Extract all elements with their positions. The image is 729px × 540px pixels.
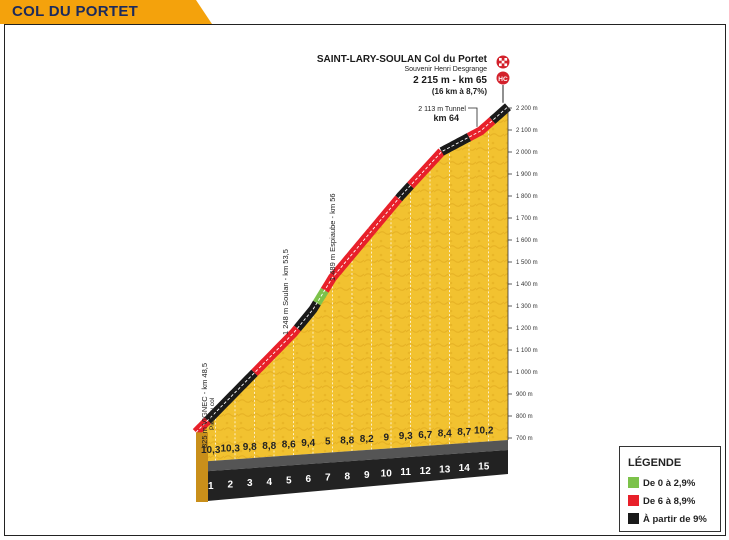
y-tick-label: 2 200 m: [516, 106, 538, 112]
gradient-label: 10,3: [201, 445, 221, 456]
legend-title: LÉGENDE: [628, 457, 682, 469]
gradient-segment: [466, 117, 496, 142]
km-tick-label: 12: [420, 466, 432, 477]
gradient-label: 8,4: [438, 428, 452, 439]
km-tick-label: 10: [381, 469, 393, 480]
hc-badge-label: HC: [498, 76, 508, 83]
km-tick-label: 5: [286, 475, 292, 486]
annotation-vignec: 825 m VIGNEC - km 48,5: [200, 363, 209, 448]
header-tab: [0, 0, 212, 24]
y-tick-label: 2 100 m: [516, 128, 538, 134]
legend-label: À partir de 9%: [643, 514, 707, 525]
y-tick-label: 2 000 m: [516, 150, 538, 156]
annotation-soulan: 1 248 m Soulan - km 53,5: [281, 249, 290, 335]
legend: LÉGENDE De 0 à 2,9% De 6 à 8,9% À partir…: [619, 446, 721, 532]
y-tick-label: 1 900 m: [516, 172, 538, 178]
annotation-tunnel-km: km 64: [433, 113, 459, 123]
km-tick-label: 11: [400, 467, 411, 478]
km-tick-label: 3: [247, 478, 253, 489]
legend-item-green: De 0 à 2,9%: [628, 477, 695, 489]
tunnel-leader: [468, 107, 478, 127]
finish-climb: (16 km à 8,7%): [432, 87, 487, 96]
legend-item-red: De 6 à 8,9%: [628, 495, 695, 507]
gradient-label: 5: [325, 437, 331, 448]
gradient-label: 9,4: [301, 438, 315, 449]
y-tick-label: 1 700 m: [516, 216, 538, 222]
gradient-label: 10,3: [220, 444, 240, 455]
profile-centerline: [195, 106, 509, 433]
legend-swatch-green: [628, 477, 639, 488]
base-front: [196, 450, 508, 502]
gradient-segment: [368, 195, 403, 234]
gradient-segment: [439, 133, 472, 156]
finish-altitude: 2 215 m - km 65: [413, 75, 487, 86]
y-tick-label: 1 500 m: [516, 260, 538, 266]
gradient-label: 8,8: [262, 441, 276, 452]
base-top: [196, 440, 508, 472]
y-tick-label: 1 000 m: [516, 370, 538, 376]
legend-swatch-red: [628, 495, 639, 506]
km-tick-label: 13: [439, 464, 451, 475]
km-tick-label: 6: [305, 474, 311, 485]
y-tick-label: 1 400 m: [516, 282, 538, 288]
km-tick-label: 1: [208, 481, 214, 492]
km-tick-label: 15: [478, 462, 490, 473]
km-tick-label: 4: [266, 477, 272, 488]
gradient-segment: [313, 287, 329, 306]
mountain-area: [196, 106, 508, 462]
gradient-label: 8,2: [360, 434, 374, 445]
km-tick-label: 8: [344, 471, 350, 482]
y-tick-label: 800 m: [516, 414, 533, 420]
km-tick-label: 2: [227, 480, 233, 491]
checkered-flag-icon: [496, 55, 510, 69]
km-tick-label: 14: [459, 463, 471, 474]
y-tick-label: 900 m: [516, 392, 533, 398]
km-tick-label: 9: [364, 470, 370, 481]
annotation-tunnel: 2 113 m Tunnel: [418, 106, 466, 113]
gradient-label: 10,2: [474, 426, 494, 437]
gradient-label: 9,8: [243, 442, 257, 453]
y-tick-label: 1 600 m: [516, 238, 538, 244]
km-tick-label: 7: [325, 473, 331, 484]
legend-label: De 6 à 8,9%: [643, 496, 696, 507]
legend-item-black: À partir de 9%: [628, 513, 707, 525]
y-tick-label: 700 m: [516, 436, 533, 442]
hc-badge-icon: HC: [496, 71, 510, 85]
y-tick-label: 1 300 m: [516, 304, 538, 310]
gradient-segment: [395, 182, 414, 202]
y-tick-label: 1 100 m: [516, 348, 538, 354]
gradient-label: 9: [383, 433, 389, 444]
chart-frame: [4, 24, 726, 536]
y-tick-label: 1 200 m: [516, 326, 538, 332]
gradient-label: 8,7: [457, 427, 471, 438]
legend-label: De 0 à 2,9%: [643, 478, 696, 489]
gradient-label: 6,7: [418, 430, 432, 441]
legend-swatch-black: [628, 513, 639, 524]
annotation-espiaube: 1 489 m Espiaube - km 56: [328, 193, 337, 281]
annotation-vignec-sub: Pied du col: [209, 397, 216, 430]
finish-subtitle: Souvenir Henri Desgrange: [405, 66, 488, 73]
finish-name: SAINT-LARY-SOULAN Col du Portet: [317, 54, 488, 65]
gradient-label: 8,8: [340, 435, 354, 446]
gradient-label: 9,3: [399, 431, 413, 442]
gradient-segment: [251, 325, 301, 376]
start-block-front: [196, 432, 208, 502]
page-title: COL DU PORTET: [12, 3, 139, 20]
gradient-label: 8,6: [282, 439, 296, 450]
y-tick-label: 1 800 m: [516, 194, 538, 200]
